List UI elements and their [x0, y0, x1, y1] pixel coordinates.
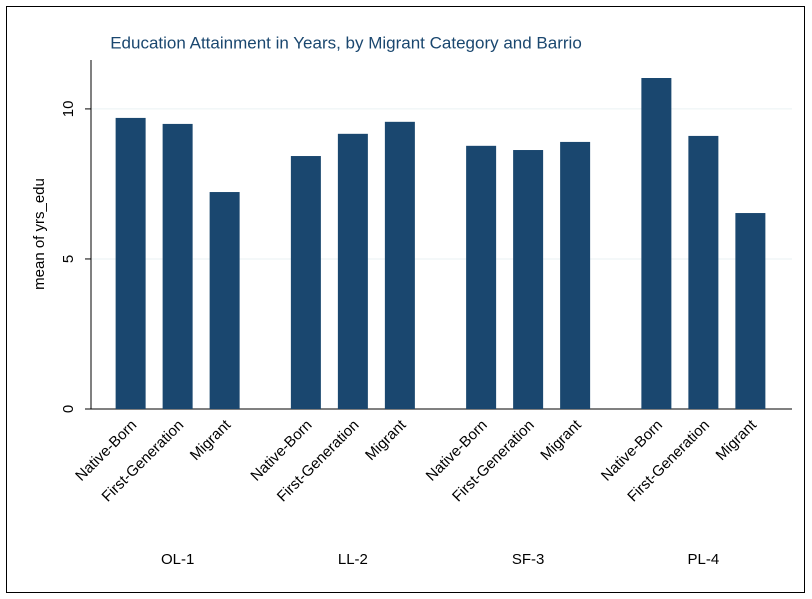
bar	[688, 135, 719, 409]
bar	[735, 213, 766, 409]
y-tick-label: 0	[60, 405, 77, 413]
y-tick-label: 5	[60, 255, 77, 263]
y-tick-label: 10	[60, 101, 77, 118]
group-label: LL-2	[338, 551, 368, 568]
bar	[162, 123, 193, 410]
group-label: SF-3	[512, 551, 545, 568]
bar	[513, 150, 544, 409]
group-label: PL-4	[688, 551, 720, 568]
bar	[560, 141, 591, 410]
bar	[290, 156, 321, 409]
bar	[384, 121, 415, 409]
chart-title: Education Attainment in Years, by Migran…	[110, 33, 582, 52]
bar	[641, 78, 672, 409]
bar	[337, 133, 368, 409]
bar	[115, 117, 146, 409]
y-axis-label: mean of yrs_edu	[31, 178, 48, 290]
bar	[466, 145, 497, 409]
bar	[209, 192, 240, 409]
group-label: OL-1	[161, 551, 194, 568]
